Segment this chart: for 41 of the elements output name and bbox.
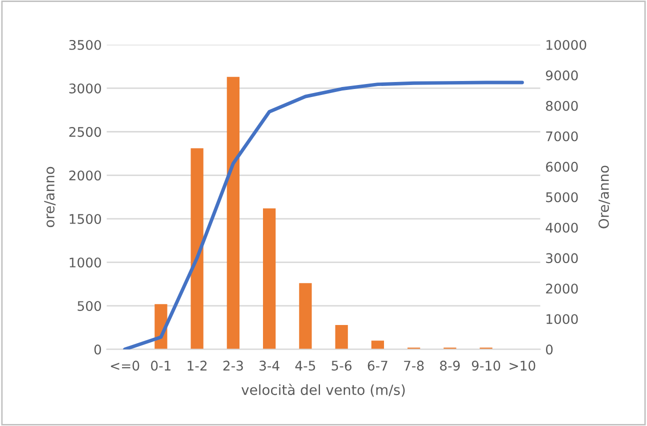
x-tick-label: 7-8 bbox=[404, 360, 424, 371]
y2-tick-label: 6000 bbox=[546, 162, 578, 172]
y2-tick-label: 8000 bbox=[546, 100, 578, 111]
bar bbox=[262, 208, 276, 350]
y-tick-label: 2000 bbox=[69, 170, 102, 180]
x-tick-label: 4-5 bbox=[295, 360, 316, 371]
x-tick-label: 3-4 bbox=[260, 360, 280, 371]
x-tick-label: <=0 bbox=[110, 360, 140, 371]
y2-tick-label: 5000 bbox=[546, 192, 578, 202]
y-tick-label: 1500 bbox=[70, 214, 102, 224]
y-tick-label: 0 bbox=[94, 344, 102, 355]
y2-tick-label: 10000 bbox=[546, 40, 586, 50]
y2-tick-label: 4000 bbox=[546, 222, 578, 233]
y-tick-label: 500 bbox=[78, 301, 102, 312]
y-tick-label: 1000 bbox=[70, 258, 102, 268]
y2-tick-label: 7000 bbox=[546, 131, 578, 142]
y-axis-title: ore/anno bbox=[44, 166, 56, 228]
x-tick-label: 5-6 bbox=[332, 360, 352, 371]
bar bbox=[299, 283, 312, 350]
y2-tick-label: 0 bbox=[546, 344, 553, 355]
bar bbox=[371, 340, 384, 350]
x-tick-label: 9-10 bbox=[472, 360, 500, 371]
y2-axis-title: Ore/anno bbox=[598, 166, 610, 228]
x-tick-label: >10 bbox=[510, 360, 536, 371]
bar bbox=[335, 324, 348, 350]
y2-tick-label: 2000 bbox=[546, 284, 578, 294]
x-tick-label: 2-3 bbox=[223, 360, 243, 371]
x-tick-label: 0-1 bbox=[151, 360, 170, 371]
y-tick-label: 3500 bbox=[69, 40, 102, 50]
y2-tick-label: 3000 bbox=[546, 253, 578, 264]
x-tick-label: 1-2 bbox=[188, 360, 207, 370]
y2-tick-label: 9000 bbox=[546, 70, 578, 80]
bar bbox=[190, 148, 204, 350]
x-tick-label: 8-9 bbox=[440, 360, 460, 371]
y-tick-label: 2500 bbox=[69, 126, 102, 137]
bar bbox=[226, 76, 240, 350]
y2-tick-label: 1000 bbox=[546, 314, 578, 324]
x-axis-title: velocità del vento (m/s) bbox=[242, 384, 405, 397]
line-series bbox=[123, 80, 524, 350]
y-tick-label: 3000 bbox=[69, 83, 102, 94]
x-tick-label: 6-7 bbox=[368, 360, 388, 371]
